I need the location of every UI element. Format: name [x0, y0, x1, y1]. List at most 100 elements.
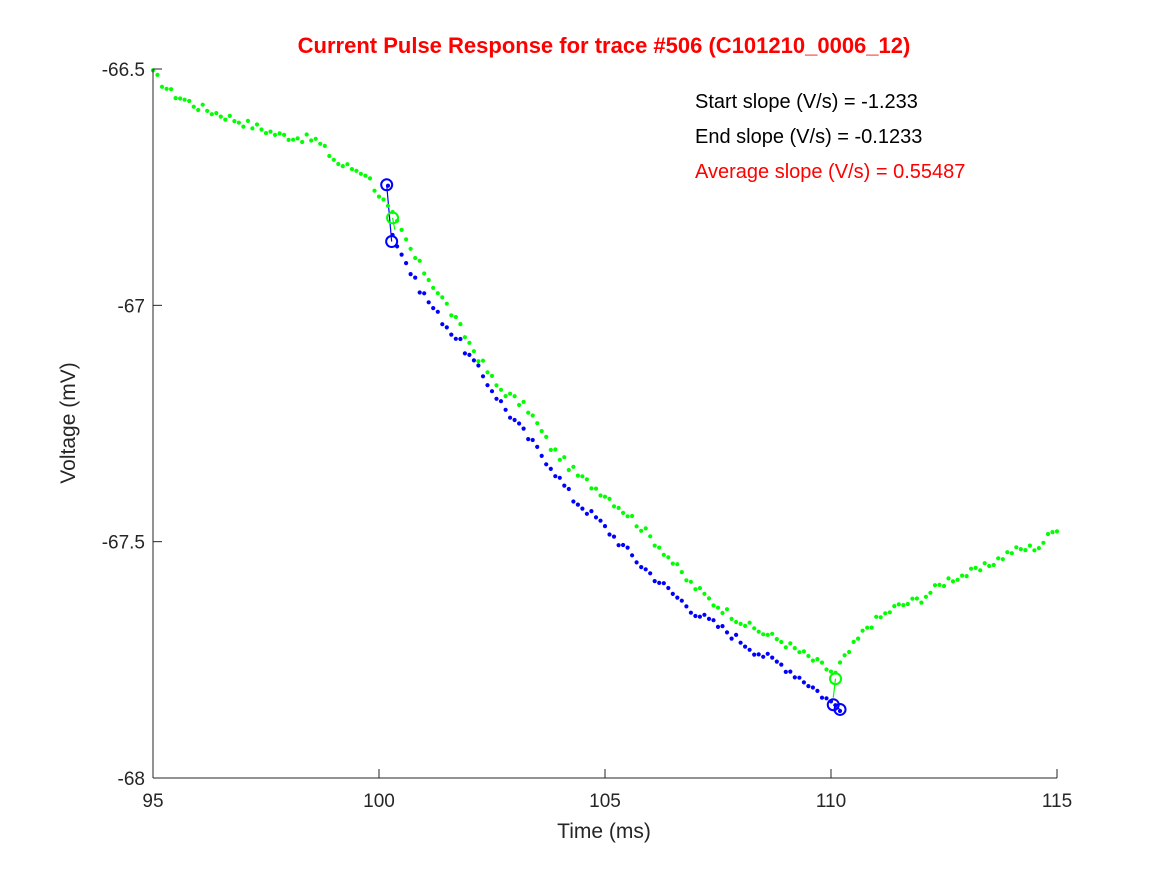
data-point [634, 560, 639, 565]
data-point [679, 598, 684, 603]
data-point [291, 137, 296, 142]
data-point [250, 126, 255, 131]
data-point [1005, 550, 1010, 555]
data-point [774, 637, 779, 642]
data-point [643, 567, 648, 572]
data-point [837, 660, 843, 665]
data-point [200, 102, 205, 107]
data-point [720, 624, 725, 629]
data-point [376, 194, 382, 199]
data-point [887, 610, 892, 615]
data-point [1050, 530, 1055, 535]
data-point [553, 474, 558, 479]
data-point [621, 510, 626, 515]
data-point [842, 653, 847, 658]
data-point [1036, 546, 1041, 551]
data-point [919, 600, 924, 605]
data-point [404, 261, 409, 266]
data-point [896, 602, 901, 607]
data-point [544, 462, 549, 467]
data-point [648, 534, 653, 539]
y-tick-label: -67 [118, 296, 145, 317]
x-axis-ticks: 95 100 105 110 115 [142, 769, 1072, 812]
data-point [282, 132, 287, 137]
data-point [697, 614, 703, 619]
y-axis-label: Voltage (mV) [57, 362, 80, 483]
data-point [205, 108, 210, 113]
data-point [322, 143, 327, 148]
average-slope-annotation: Average slope (V/s) = 0.55487 [695, 161, 965, 183]
data-point [702, 591, 707, 596]
data-point [521, 399, 526, 404]
data-point [1000, 557, 1005, 562]
data-point [417, 290, 422, 295]
data-point [562, 455, 567, 460]
data-point [774, 659, 779, 664]
data-point [973, 565, 978, 571]
data-point [729, 616, 734, 622]
data-point [779, 639, 784, 645]
x-tick-label: 110 [816, 791, 846, 812]
data-point [557, 457, 562, 462]
data-point [634, 524, 639, 529]
data-point [259, 127, 264, 132]
data-point [566, 467, 571, 473]
data-point [747, 647, 752, 652]
data-point [444, 325, 449, 330]
data-point [435, 291, 440, 296]
data-point [788, 641, 793, 646]
data-point [923, 594, 929, 599]
data-point [169, 87, 174, 92]
data-point [399, 227, 404, 232]
data-point [783, 645, 788, 650]
data-point [548, 466, 553, 471]
data-point [950, 579, 956, 584]
data-point [358, 171, 363, 176]
y-axis-ticks: -68 -67.5 -67 -66.5 [102, 60, 162, 790]
data-point [498, 399, 504, 404]
data-point [607, 496, 612, 501]
data-point [792, 675, 797, 680]
data-point [616, 543, 621, 548]
data-point [413, 255, 418, 261]
data-point [743, 623, 748, 629]
x-tick-label: 115 [1042, 791, 1072, 812]
data-point [688, 610, 694, 615]
data-point [431, 285, 436, 290]
data-point [1041, 540, 1046, 545]
data-point [1032, 548, 1037, 553]
data-point [914, 596, 920, 601]
data-point [530, 437, 535, 443]
data-point [1054, 529, 1060, 534]
data-point [272, 132, 278, 137]
data-point [964, 574, 969, 579]
data-point [806, 684, 811, 689]
plot-area [150, 68, 1060, 778]
data-point [444, 301, 449, 306]
data-point [828, 669, 834, 674]
data-point [584, 511, 590, 516]
data-point [679, 570, 684, 575]
data-point [304, 132, 309, 137]
data-point [340, 164, 345, 169]
data-point [670, 591, 675, 597]
data-point [901, 603, 906, 608]
data-point [1014, 545, 1019, 550]
data-point [684, 578, 689, 583]
data-point [598, 493, 603, 498]
data-point [562, 483, 567, 488]
data-point [494, 396, 499, 401]
slope-marker [833, 702, 847, 716]
data-point [693, 613, 698, 619]
data-point [652, 543, 657, 548]
data-point [557, 475, 562, 480]
data-point [715, 624, 721, 630]
data-point [706, 616, 712, 622]
data-point [485, 370, 490, 375]
data-point [738, 621, 743, 627]
data-point [187, 98, 192, 104]
data-point [408, 246, 413, 251]
data-point [797, 650, 802, 655]
data-point [928, 590, 933, 595]
start-slope-annotation: Start slope (V/s) = -1.233 [695, 91, 918, 113]
